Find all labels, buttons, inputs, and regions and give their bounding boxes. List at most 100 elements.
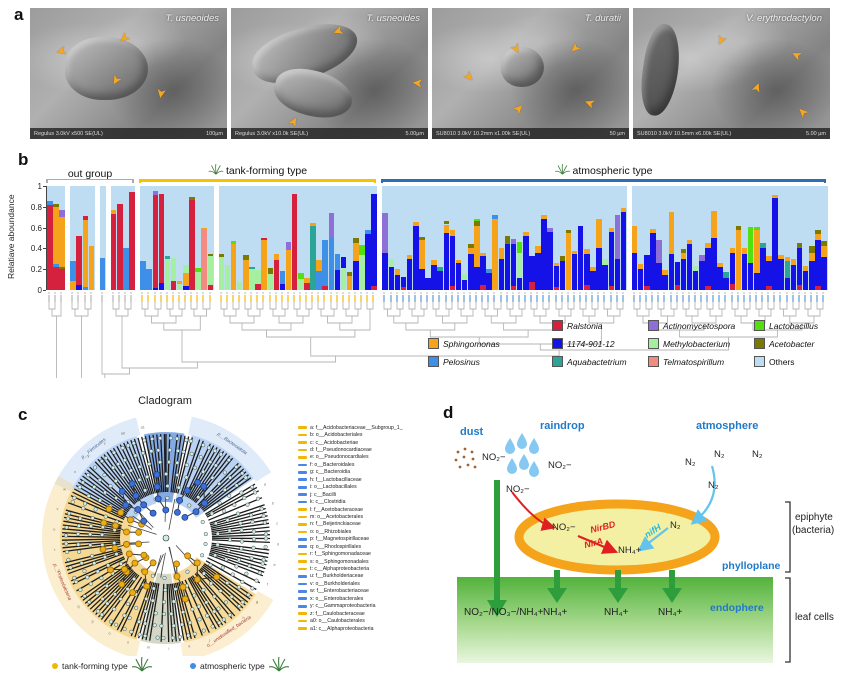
bar-segment-S	[88, 246, 95, 290]
y-tick-mark	[43, 227, 46, 229]
bar-segment-M	[692, 266, 699, 272]
bar-segment-R	[170, 280, 177, 290]
clade-legend-item: k: c__Clostridia	[298, 498, 433, 505]
bar-segment-A	[760, 243, 766, 249]
clado-marked-node	[162, 506, 170, 514]
cyan-curved-arrow	[690, 465, 716, 525]
cladogram-clade-legend: a: f__Acidobacteriaceae__Subgroup_1_ b: o…	[298, 424, 433, 632]
bar-segment-B	[406, 258, 413, 290]
cluster-gap	[65, 186, 71, 290]
bar-segment-S	[717, 262, 723, 268]
stacked-bar	[201, 186, 207, 290]
stacked-bar	[249, 186, 255, 290]
clado-node	[87, 600, 92, 605]
bracket-part	[46, 179, 48, 183]
cluster-gap	[626, 186, 632, 290]
bar-segment-B	[474, 267, 480, 290]
stacked-bar	[365, 186, 371, 290]
stacked-bar	[394, 186, 401, 290]
clade-type-dash	[298, 530, 307, 534]
bar-segment-B	[486, 273, 492, 290]
bar-segment-AC	[285, 242, 292, 251]
bar-segment-R	[608, 285, 615, 290]
clado-node	[165, 495, 170, 500]
clado-node	[86, 493, 91, 498]
clado-marked-node	[200, 483, 208, 490]
bar-segment-S	[735, 229, 742, 290]
clado-node	[204, 600, 209, 605]
bar-segment-R	[189, 199, 195, 290]
bar-segment-M	[195, 272, 201, 290]
bar-segment-P	[140, 260, 146, 290]
red-curved-arrow	[511, 491, 556, 531]
clado-node	[133, 453, 138, 458]
bar-segment-S	[711, 210, 717, 238]
clado-marked-node	[193, 559, 201, 567]
nh4-leaf-3: NH₄+	[658, 607, 683, 618]
stacked-bar	[129, 186, 135, 290]
atmosphere-label: atmosphere	[696, 420, 759, 432]
raindrop-icons	[505, 433, 539, 477]
clado-marked-node	[173, 560, 181, 568]
bar-segment-R	[273, 259, 280, 290]
tank-plant-icon	[207, 163, 223, 178]
bar-segment-R	[261, 238, 267, 241]
legend-swatch	[428, 356, 439, 367]
clade-legend-text: a0: o__Caulobacterales	[310, 618, 365, 625]
bar-segment-R	[152, 195, 159, 288]
clado-marked-node	[135, 540, 142, 548]
bar-segment-AB	[189, 197, 195, 200]
bar-segment-S	[243, 259, 249, 290]
clado-node	[228, 475, 233, 480]
clado-node	[254, 578, 259, 583]
clado-node	[110, 465, 115, 470]
bar-segment-S	[565, 232, 572, 290]
group-bracket-tank	[139, 179, 376, 183]
clado-node	[175, 473, 180, 478]
clado-node	[129, 629, 134, 634]
no2-no3-nh4-label: NO₂−/NO₃−/NH₄+	[464, 607, 544, 618]
bar-segment-R	[110, 214, 117, 290]
clade-legend-item: d: f__Pseudonocardiaceae	[298, 446, 433, 453]
bar-segment-AB	[565, 229, 572, 233]
clado-node	[184, 475, 189, 480]
clado-node	[90, 516, 95, 521]
clado-node	[108, 484, 113, 489]
y-tick-mark	[43, 290, 46, 291]
clado-node	[200, 553, 205, 558]
clado-node	[162, 599, 167, 604]
clado-clade-letter: x	[74, 470, 76, 474]
clado-node	[239, 490, 244, 495]
plant-glyph	[207, 163, 223, 175]
legend-label: Lactobacillus	[769, 320, 819, 331]
clado-node	[77, 485, 82, 490]
clado-node	[70, 499, 75, 504]
stacked-bar	[474, 186, 480, 290]
stacked-bar	[809, 186, 815, 290]
leaf-cells-bracket	[785, 577, 791, 663]
clado-node	[152, 623, 157, 628]
cluster-gap	[94, 186, 100, 290]
clade-type-dash	[298, 597, 307, 601]
clade-legend-text: i: o__Lactobacillales	[310, 484, 357, 491]
stacked-bar	[53, 186, 59, 290]
clade-legend-item: r: f__Sphingomonadaceae	[298, 550, 433, 557]
clade-type-dash	[298, 604, 307, 608]
clado-node	[210, 624, 215, 629]
bar-segment-R	[729, 283, 736, 290]
bar-segment-B	[577, 225, 584, 290]
clado-node	[208, 460, 213, 465]
clade-legend-text: v: o__Burkholderiales	[310, 580, 360, 587]
clado-node	[113, 478, 118, 483]
clado-node	[103, 490, 108, 495]
bar-segment-AB	[821, 241, 827, 247]
panel-b-label: b	[18, 150, 29, 169]
clado-node	[192, 593, 197, 598]
epiphyte-label-2: (bacteria)	[792, 525, 835, 536]
clado-node	[97, 498, 102, 503]
bar-segment-S	[316, 259, 322, 272]
bar-segment-P	[328, 238, 335, 290]
clado-node	[200, 519, 205, 524]
bar-segment-S	[406, 254, 413, 259]
legend-swatch	[552, 356, 563, 367]
